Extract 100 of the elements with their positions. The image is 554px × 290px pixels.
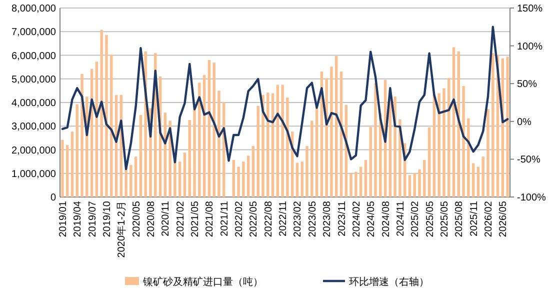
y2-tick-label: -50% <box>517 154 540 166</box>
bar <box>130 164 132 197</box>
x-tick-label: 2021/02 <box>175 200 186 238</box>
bar <box>198 82 201 197</box>
bar <box>80 74 84 197</box>
x-tick-label: 2025/02 <box>410 200 422 238</box>
bar <box>178 162 182 197</box>
line-series <box>61 26 509 170</box>
bar <box>330 66 333 197</box>
x-tick-label: 2026/05 <box>498 200 510 238</box>
bar <box>242 162 245 197</box>
x-tick-label: 2019/10 <box>102 200 113 238</box>
x-tick-label: 2020/08 <box>146 200 157 238</box>
bar <box>252 146 255 197</box>
x-tick-label: 2019/07 <box>87 200 98 238</box>
bar <box>134 156 138 197</box>
bar <box>237 166 240 197</box>
y-tick-label: 3,000,000 <box>12 122 56 133</box>
y2-tick-label: 100% <box>517 41 543 52</box>
y-tick-label: 8,000,000 <box>12 4 56 14</box>
bar <box>408 175 412 197</box>
bar <box>476 166 480 197</box>
legend-label: 环比增速（右轴） <box>349 276 429 288</box>
x-tick-label: 2022/05 <box>248 200 260 238</box>
bar <box>364 160 368 197</box>
x-tick-label: 2019/01 <box>58 200 69 238</box>
bar <box>218 90 220 197</box>
x-tick-label: 2022/02 <box>234 200 246 238</box>
x-tick-label: 2023/02 <box>292 200 304 238</box>
bar <box>315 108 318 197</box>
bar <box>246 156 250 197</box>
bar <box>262 94 264 197</box>
x-tick-label: 2020/11 <box>160 200 172 236</box>
bar <box>232 160 236 197</box>
bar <box>66 145 69 197</box>
x-tick-label: 2020/05 <box>131 200 142 238</box>
bar <box>296 162 299 197</box>
bar <box>61 140 64 197</box>
x-tick-label: 2025/05 <box>439 200 450 238</box>
bar <box>438 93 440 197</box>
x-tick-label: 2024/08 <box>380 200 392 238</box>
x-tick-label: 2023/08 <box>322 200 334 238</box>
x-tick-label: 2024/11 <box>395 200 406 236</box>
bar <box>394 96 396 197</box>
x-tick-label: 2020年1-2月 <box>116 201 128 258</box>
y-tick-label: 6,000,000 <box>12 50 56 62</box>
bar <box>286 98 289 197</box>
bar <box>413 173 416 197</box>
x-tick-label: 2021/08 <box>204 200 216 238</box>
bar <box>486 109 490 197</box>
bar <box>183 152 186 197</box>
y2-tick-label: 150% <box>517 4 543 14</box>
bar <box>212 62 216 197</box>
x-tick-label: 2025/05 <box>424 200 436 238</box>
legend-label: 镍矿砂及精矿进口量（吨） <box>142 276 263 288</box>
bar <box>442 88 446 197</box>
x-tick-label: 2021/11 <box>219 200 230 236</box>
bar <box>369 126 372 197</box>
bar <box>193 110 196 197</box>
bar <box>124 169 128 197</box>
bar <box>188 120 191 197</box>
bar <box>482 156 484 197</box>
y-tick-label: 1,000,000 <box>12 168 56 180</box>
x-tick-label: 2023/05 <box>307 200 318 238</box>
y-tick-label: 2,000,000 <box>12 145 56 156</box>
y2-tick-label: 50% <box>517 79 538 90</box>
x-tick-label: 2023/11 <box>336 200 348 236</box>
x-tick-label: 2026/02 <box>483 200 494 238</box>
y2-tick-label: -100% <box>517 192 546 204</box>
bar <box>462 86 465 197</box>
bar <box>428 127 431 197</box>
y-tick-label: 0 <box>50 192 56 204</box>
bar <box>76 104 78 197</box>
bar <box>300 162 304 197</box>
bar <box>423 160 426 197</box>
bar <box>100 30 103 197</box>
bar <box>281 84 284 197</box>
bar <box>325 78 328 197</box>
bar <box>266 92 270 197</box>
bar <box>374 83 377 197</box>
bar <box>492 53 494 197</box>
bar <box>467 118 470 197</box>
x-tick-label: 2024/02 <box>351 200 362 238</box>
x-tick-label: 2025/08 <box>454 200 466 238</box>
bar <box>418 169 421 197</box>
bar <box>105 34 108 197</box>
bar <box>174 160 176 197</box>
y-tick-label: 5,000,000 <box>12 74 56 86</box>
bar <box>359 166 362 197</box>
bar <box>256 106 260 197</box>
bar <box>472 163 475 197</box>
bar <box>306 146 308 197</box>
bar <box>70 132 74 197</box>
bar <box>354 172 358 197</box>
x-tick-label: 2019/04 <box>72 200 84 238</box>
bar <box>139 115 142 197</box>
x-tick-label: 2022/11 <box>278 200 290 236</box>
bar <box>506 56 509 197</box>
y-tick-label: 4,000,000 <box>12 98 56 109</box>
y2-tick-label: 0% <box>517 116 532 128</box>
